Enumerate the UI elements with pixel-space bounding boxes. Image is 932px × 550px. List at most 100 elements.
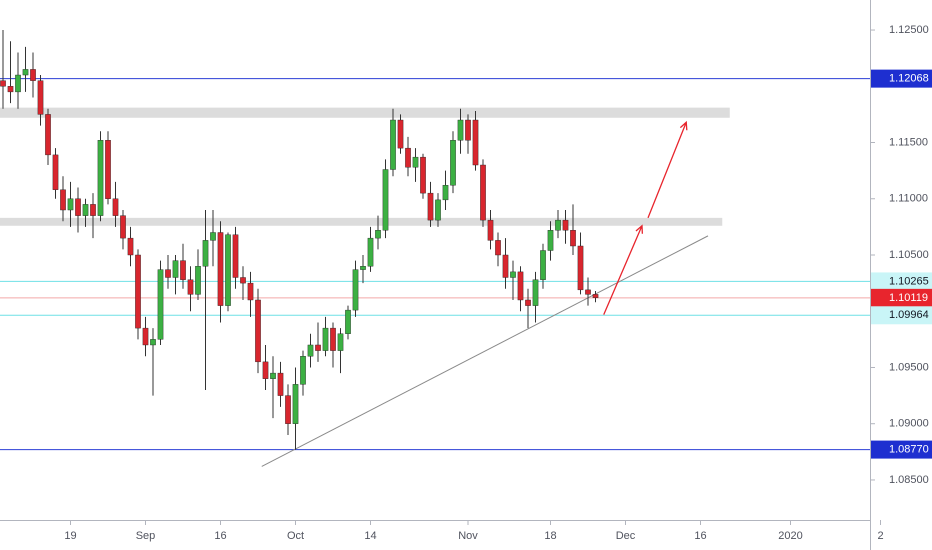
candle-body bbox=[345, 309, 351, 334]
candle-body bbox=[367, 237, 374, 267]
candle-body bbox=[75, 198, 81, 216]
level-label: 1.09964 bbox=[889, 309, 929, 321]
candle-body bbox=[585, 289, 591, 295]
x-tick-label: 18 bbox=[544, 530, 556, 542]
arrow bbox=[603, 224, 643, 315]
candle-body bbox=[127, 237, 134, 256]
candle-body bbox=[420, 156, 426, 194]
x-tick-label: 16 bbox=[214, 530, 226, 542]
candle-body bbox=[570, 230, 576, 247]
candle-body bbox=[142, 327, 149, 346]
candle-body bbox=[187, 279, 194, 295]
level-label-box bbox=[871, 288, 932, 307]
level-label-box bbox=[871, 69, 932, 88]
zone bbox=[0, 217, 723, 226]
candle-body bbox=[307, 344, 314, 357]
x-tick-label: Oct bbox=[287, 530, 304, 542]
candle-body bbox=[202, 240, 209, 267]
candle-body bbox=[52, 154, 59, 190]
candle-body bbox=[495, 240, 501, 256]
candle-body bbox=[195, 266, 201, 295]
candle-body bbox=[375, 230, 381, 239]
level-label-box bbox=[871, 440, 932, 459]
candle-body bbox=[315, 344, 321, 351]
candle-body bbox=[510, 271, 516, 278]
candle-body bbox=[562, 219, 569, 231]
x-tick-label: 2 bbox=[877, 530, 883, 542]
candle-body bbox=[360, 266, 366, 270]
arrow bbox=[647, 120, 688, 219]
candle-body bbox=[172, 260, 179, 278]
candle-body bbox=[450, 140, 456, 186]
candle-body bbox=[135, 254, 141, 329]
trendline bbox=[261, 235, 709, 467]
candle-body bbox=[180, 260, 186, 280]
candle-body bbox=[517, 271, 524, 301]
candle-body bbox=[15, 74, 21, 93]
candle-body bbox=[465, 119, 471, 141]
zone bbox=[0, 107, 730, 118]
candle-body bbox=[405, 147, 411, 168]
x-tick-label: Nov bbox=[458, 530, 478, 542]
candle-body bbox=[412, 156, 419, 168]
candle-body bbox=[97, 140, 104, 216]
candle-body bbox=[60, 189, 66, 211]
y-tick-label: 1.12500 bbox=[889, 24, 929, 36]
level-label: 1.10265 bbox=[889, 275, 929, 287]
candle-body bbox=[577, 245, 584, 291]
x-tick-label: Dec bbox=[616, 530, 636, 542]
candle-body bbox=[105, 140, 111, 199]
candle-body bbox=[0, 80, 6, 87]
level-label-box bbox=[871, 272, 932, 291]
y-tick-label: 1.11500 bbox=[889, 136, 928, 148]
candle-body bbox=[390, 119, 396, 170]
candle-body bbox=[397, 119, 404, 149]
candle-body bbox=[480, 164, 486, 221]
candle-body bbox=[300, 356, 306, 385]
candle-body bbox=[262, 361, 269, 379]
candle-body bbox=[7, 86, 14, 93]
candle-body bbox=[330, 327, 336, 351]
x-tick-label: 2020 bbox=[778, 530, 802, 542]
candle-body bbox=[427, 192, 434, 221]
level-label: 1.08770 bbox=[889, 443, 929, 455]
x-tick-label: 16 bbox=[694, 530, 706, 542]
candle-body bbox=[277, 372, 284, 396]
y-tick-label: 1.08500 bbox=[889, 474, 929, 486]
candle-body bbox=[225, 234, 231, 306]
candle-body bbox=[45, 114, 51, 156]
candle-body bbox=[82, 204, 89, 216]
candle-body bbox=[547, 230, 554, 251]
y-tick-label: 1.10500 bbox=[889, 249, 929, 261]
y-tick-label: 1.11000 bbox=[889, 193, 928, 205]
candle-body bbox=[555, 219, 561, 231]
candle-body bbox=[22, 69, 29, 76]
candle-body bbox=[292, 384, 299, 424]
candle-body bbox=[352, 269, 359, 311]
candle-body bbox=[120, 215, 126, 239]
candle-body bbox=[255, 299, 261, 363]
candle-body bbox=[165, 269, 171, 278]
candle-body bbox=[285, 395, 291, 424]
level-label: 1.12068 bbox=[889, 73, 929, 85]
candle-body bbox=[540, 250, 546, 280]
x-tick-label: 14 bbox=[364, 530, 376, 542]
level-label: 1.10119 bbox=[889, 292, 928, 304]
candle-body bbox=[435, 199, 441, 221]
candle-body bbox=[30, 69, 36, 81]
candle-body bbox=[217, 232, 224, 306]
candle-body bbox=[532, 279, 539, 306]
x-tick-label: Sep bbox=[136, 530, 156, 542]
y-tick-label: 1.09500 bbox=[889, 361, 929, 373]
candle-body bbox=[592, 294, 599, 298]
candle-body bbox=[322, 327, 329, 351]
candle-body bbox=[232, 234, 239, 278]
candle-body bbox=[37, 80, 44, 115]
candle-body bbox=[487, 219, 494, 241]
level-label-box bbox=[871, 306, 932, 325]
candle-body bbox=[150, 339, 156, 346]
candle-body bbox=[382, 169, 389, 231]
candle-body bbox=[210, 232, 216, 241]
candle-body bbox=[457, 119, 464, 141]
